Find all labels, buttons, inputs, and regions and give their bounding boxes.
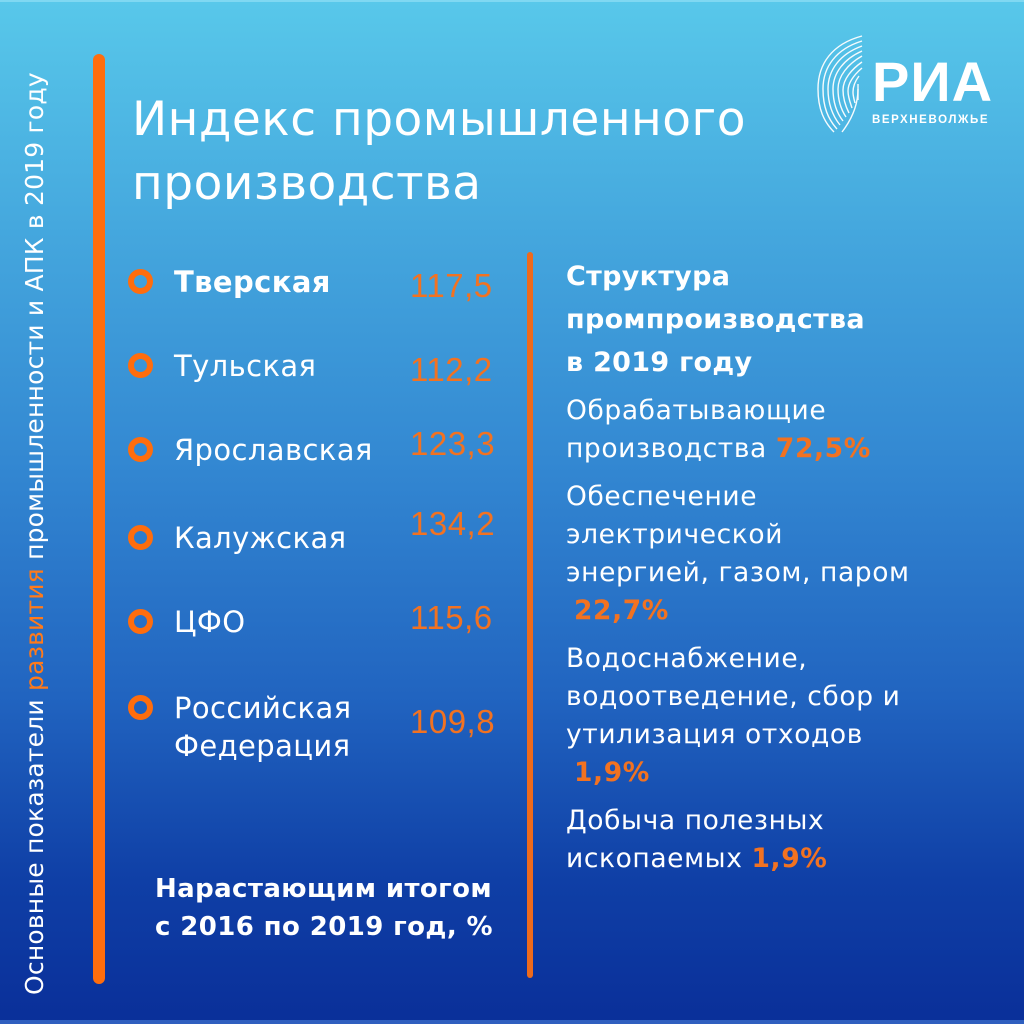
region-name-line2: Федерация [174,729,351,763]
region-value: 109,8 [410,703,496,740]
column-divider [527,252,533,978]
logo-subtitle: ВЕРХНЕВОЛЖЬЕ [872,114,990,126]
region-value: 115,6 [410,599,493,636]
item-percent: 1,9% [574,757,650,788]
title-line1: Индекс промышленного [132,92,746,147]
footnote: Нарастающим итогом с 2016 по 2019 год, % [155,870,493,946]
item-percent: 72,5% [775,433,871,464]
item-percent: 22,7% [574,595,669,626]
top-edge [0,0,1024,2]
footnote-line2: с 2016 по 2019 год, % [155,912,493,942]
structure-item-water: Водоснабжение, водоотведение, сбор и ути… [566,640,1006,792]
bottom-edge [0,1020,1024,1024]
item-line: электрической [566,519,784,550]
bullet-ring-icon [128,269,153,294]
item-line: Водоснабжение, [566,643,808,674]
side-caption-part1: Основные показатели [20,691,49,995]
item-line: Обеспечение [566,481,758,512]
region-value: 123,3 [410,425,496,462]
item-line: Добыча полезных [566,805,825,836]
side-caption-part2: промышленности и АПК в 2019 году [20,72,49,569]
ria-logo: РИА ВЕРХНЕВОЛЖЬЕ [812,34,1002,134]
heading-line3: в 2019 году [566,347,753,378]
item-percent: 1,9% [751,843,828,874]
structure-item-mining: Добыча полезных ископаемых 1,9% [566,802,1006,878]
structure-item-manufacturing: Обрабатывающие производства 72,5% [566,392,1006,468]
heading-line1: Структура [566,261,731,292]
region-value: 134,2 [410,505,496,542]
page-title: Индекс промышленного производства [132,88,746,216]
side-caption: Основные показатели развития промышленно… [20,35,50,995]
region-name: Тульская [174,349,317,383]
side-caption-highlight: развития [20,568,49,691]
footnote-line1: Нарастающим итогом [155,874,493,904]
structure-panel: Структура промпроизводства в 2019 году О… [566,255,1006,888]
heading-line2: промпроизводства [566,304,865,335]
item-line: утилизация отходов [566,719,863,750]
bullet-ring-icon [128,609,153,634]
item-line: Обрабатывающие [566,395,827,426]
item-line: производства [566,433,776,464]
bullet-ring-icon [128,353,153,378]
title-line2: производства [132,156,482,211]
region-name: ЦФО [174,605,246,639]
left-accent-bar [93,54,105,984]
item-line: водоотведение, сбор и [566,681,901,712]
region-name-line1: Российская [174,691,352,725]
item-line: энергией, газом, паром [566,557,910,588]
region-name: Тверская [174,265,331,299]
structure-heading: Структура промпроизводства в 2019 году [566,255,1006,384]
region-name: Ярославская [174,433,373,467]
item-line: ископаемых [566,843,752,874]
region-name: Калужская [174,521,347,555]
logo-wordmark: РИА [872,50,994,113]
structure-item-energy: Обеспечение электрической энергией, газо… [566,478,1006,630]
bullet-ring-icon [128,525,153,550]
bullet-ring-icon [128,437,153,462]
bullet-ring-icon [128,695,153,720]
region-value: 112,2 [410,351,493,388]
fingerprint-icon [817,35,863,133]
region-value: 117,5 [410,267,493,304]
